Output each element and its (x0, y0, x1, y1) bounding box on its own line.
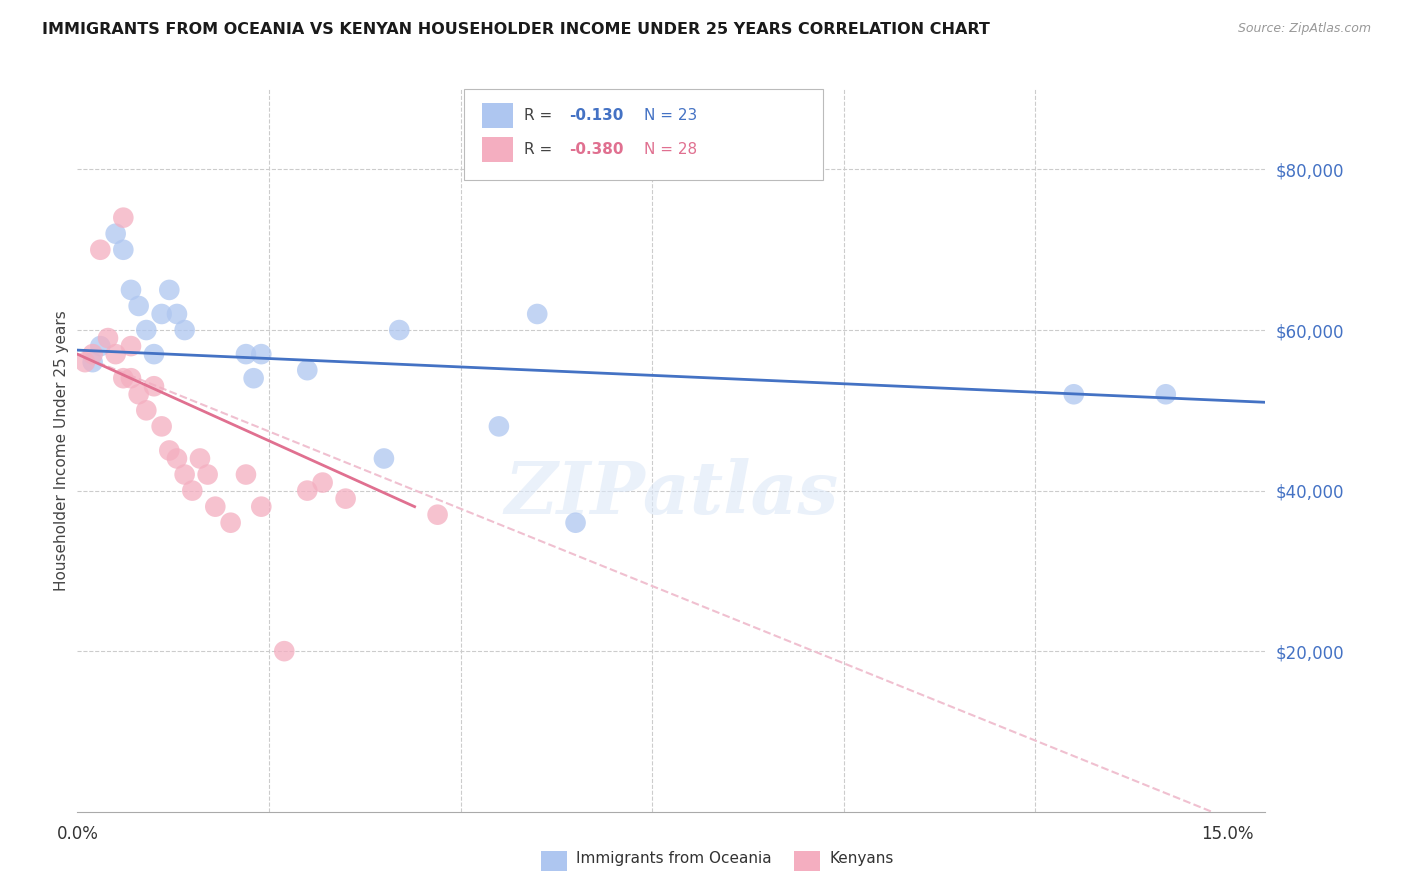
Point (526, 307, 548, 321)
Text: ZIPatlas: ZIPatlas (505, 458, 838, 529)
Point (112, 371, 135, 385)
Point (1154, 387, 1177, 401)
Point (143, 347, 166, 361)
Text: R =: R = (524, 143, 558, 157)
Point (197, 467, 219, 482)
Point (204, 500, 226, 514)
Point (250, 347, 273, 361)
Point (273, 644, 295, 658)
Point (128, 299, 150, 313)
Point (564, 516, 586, 530)
Point (104, 347, 127, 361)
Point (135, 403, 157, 417)
Point (128, 387, 150, 401)
Point (426, 508, 449, 522)
Point (250, 500, 273, 514)
Text: N = 28: N = 28 (644, 143, 697, 157)
Point (173, 323, 195, 337)
Y-axis label: Householder Income Under 25 years: Householder Income Under 25 years (53, 310, 69, 591)
Point (120, 283, 142, 297)
Point (242, 371, 264, 385)
Point (73, 355, 96, 369)
Point (1063, 387, 1085, 401)
Point (97, 331, 120, 345)
Point (157, 283, 180, 297)
Point (235, 347, 257, 361)
Point (120, 339, 142, 353)
Point (166, 451, 188, 466)
Point (135, 323, 157, 337)
Text: -0.380: -0.380 (569, 143, 624, 157)
Point (373, 451, 395, 466)
Point (219, 516, 242, 530)
Point (89, 243, 111, 257)
Point (166, 307, 188, 321)
Point (143, 379, 166, 393)
Point (235, 467, 257, 482)
Point (297, 363, 319, 377)
Point (297, 483, 319, 498)
Point (89, 339, 111, 353)
Text: Kenyans: Kenyans (830, 852, 894, 866)
Point (488, 419, 510, 434)
Point (188, 451, 211, 466)
Text: Immigrants from Oceania: Immigrants from Oceania (576, 852, 772, 866)
Point (112, 211, 135, 225)
Point (112, 243, 135, 257)
Point (120, 371, 142, 385)
Point (388, 323, 411, 337)
Point (181, 483, 204, 498)
Point (157, 443, 180, 458)
Text: Source: ZipAtlas.com: Source: ZipAtlas.com (1237, 22, 1371, 36)
Point (82, 355, 104, 369)
Text: N = 23: N = 23 (644, 109, 697, 123)
Point (311, 475, 333, 490)
Point (104, 227, 127, 241)
Point (150, 419, 173, 434)
Point (82, 347, 104, 361)
Point (150, 307, 173, 321)
Text: IMMIGRANTS FROM OCEANIA VS KENYAN HOUSEHOLDER INCOME UNDER 25 YEARS CORRELATION : IMMIGRANTS FROM OCEANIA VS KENYAN HOUSEH… (42, 22, 990, 37)
Point (335, 491, 357, 506)
Point (173, 467, 195, 482)
Text: -0.130: -0.130 (569, 109, 624, 123)
Text: R =: R = (524, 109, 558, 123)
